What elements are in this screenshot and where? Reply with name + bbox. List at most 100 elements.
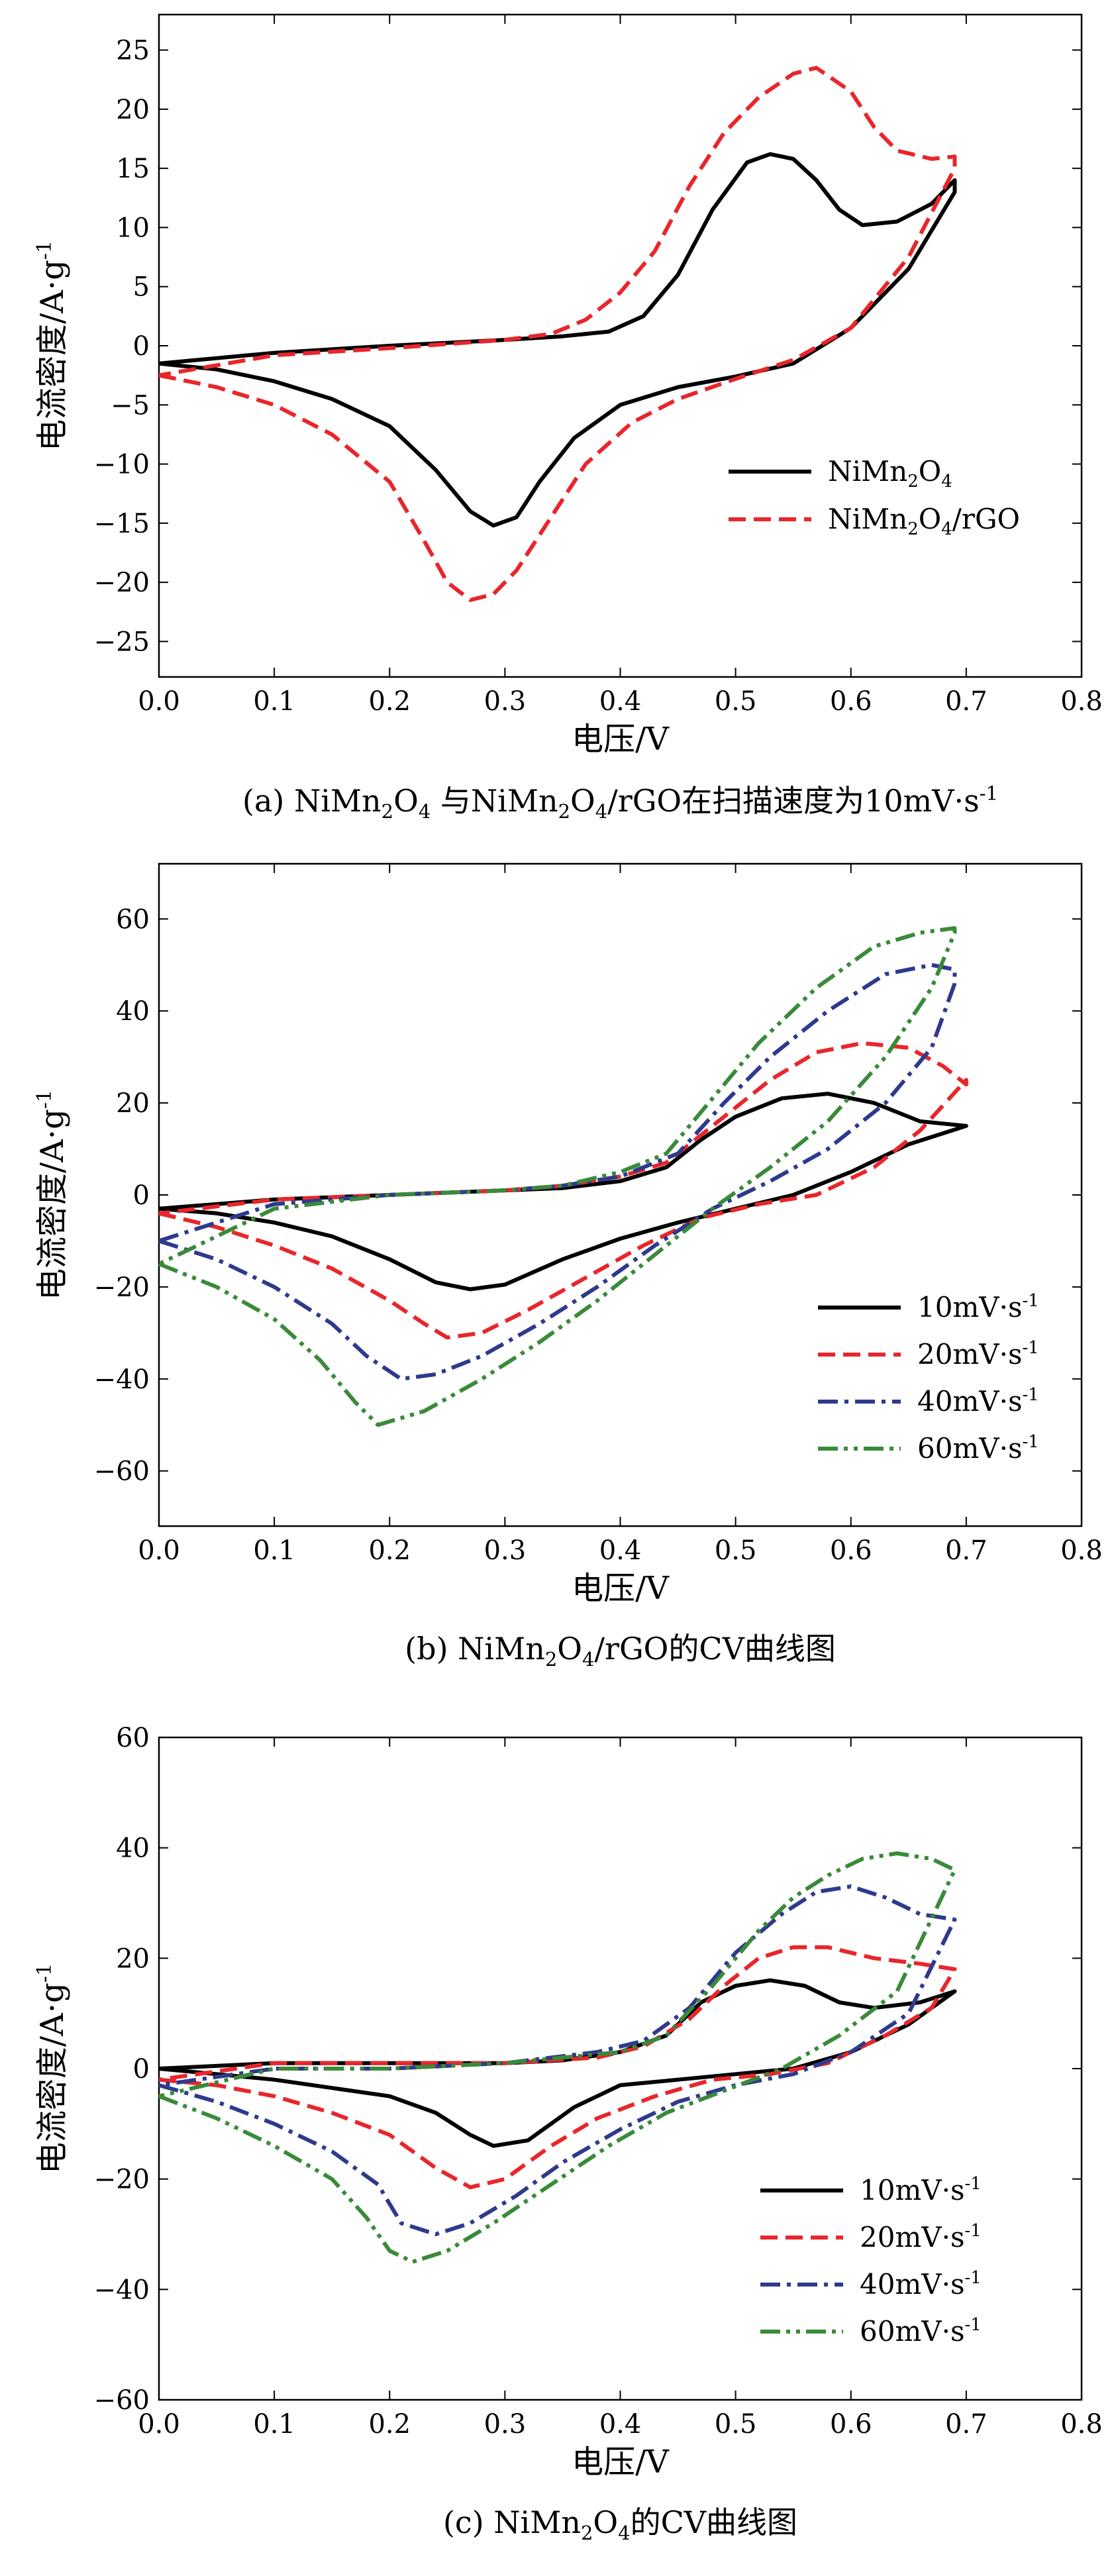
y-tick-label: −20	[94, 2165, 150, 2195]
legend-label-0-part: 10mV·s	[860, 2174, 965, 2206]
y-tick-label: −10	[94, 450, 150, 480]
y-tick-label: 40	[116, 996, 150, 1027]
panel-caption-part: 2	[545, 1648, 557, 1671]
y-tick-label: −20	[94, 1272, 150, 1303]
legend-label-1: 20mV·s-1	[917, 1338, 1039, 1370]
y-tick-label: 20	[116, 1943, 150, 1974]
y-tick-label: −25	[94, 627, 150, 657]
y-axis-label: 电流密度/A·g-1	[33, 240, 71, 451]
chart-panel-a: 0.0 0.1 0.2 0.3 0.4 0.5 0.6 0.7 0.8 −25 −20 −15 −10 −…	[33, 13, 1103, 823]
series-line-2	[158, 962, 957, 1381]
x-tick-label: 0.4	[599, 2409, 642, 2440]
y-tick-label: 5	[133, 272, 150, 303]
panel-caption-part: (b) NiMn	[405, 1631, 545, 1667]
x-tick-label: 0.5	[715, 1535, 757, 1566]
y-axis-label-text: 电流密度/A·g	[34, 260, 71, 451]
y-tick-label: 20	[116, 95, 150, 125]
legend-label-1: 20mV·s-1	[860, 2221, 982, 2253]
x-tick-label: 0.0	[138, 1535, 180, 1566]
legend-label-1-part: 4	[941, 519, 952, 539]
y-tick-label: −40	[94, 2275, 150, 2305]
y-tick-label: −60	[94, 1457, 150, 1487]
legend-label-1-part: 2	[907, 519, 919, 539]
legend-label-2-part: -1	[965, 2268, 982, 2288]
x-tick-label: 0.5	[715, 686, 757, 717]
panel-caption-part: 2	[581, 2522, 593, 2544]
legend-label-1-part: -1	[965, 2221, 982, 2241]
panel-caption-part: O	[570, 783, 595, 819]
legend-label-0: 10mV·s-1	[917, 1291, 1039, 1323]
legend-label-3-part: -1	[965, 2315, 982, 2335]
legend-label-1-part: /rGO	[952, 503, 1020, 535]
y-axis-label-sup: -1	[33, 1963, 56, 1983]
series-line-0	[158, 152, 957, 528]
panel-caption-part: (a) NiMn	[242, 783, 381, 819]
chart-panel-b: 0.0 0.1 0.2 0.3 0.4 0.5 0.6 0.7 0.8 −60 −40 −20 0 20 4…	[33, 862, 1103, 1671]
y-tick-label: 10	[116, 213, 150, 243]
y-axis-label-sup: -1	[33, 1090, 56, 1109]
x-tick-label: 0.6	[830, 686, 872, 717]
plot-frame	[158, 13, 1083, 678]
y-tick-label: 40	[116, 1833, 150, 1864]
y-axis-label-text: 电流密度/A·g	[34, 1109, 71, 1300]
y-tick-label: 20	[116, 1088, 150, 1119]
series-line-1	[158, 1041, 968, 1340]
x-tick-label: 0.7	[945, 1535, 988, 1566]
x-axis-label: 电压/V	[572, 721, 670, 758]
panel-caption-part: 与NiMn	[431, 783, 558, 819]
x-tick-label: 0.1	[253, 2409, 295, 2440]
series-line-2	[158, 1884, 957, 2236]
legend-label-1-part: -1	[1023, 1338, 1039, 1358]
legend-label-0-part: 2	[907, 472, 919, 491]
legend-label-0-part: 4	[941, 472, 952, 491]
legend-label-0-part: -1	[965, 2174, 982, 2194]
legend: NiMn2O4 NiMn2O4/rGO	[729, 455, 1020, 539]
x-tick-label: 0.7	[945, 686, 988, 717]
series-line-0	[158, 1978, 957, 2148]
legend-label-3: 60mV·s-1	[917, 1432, 1039, 1465]
panel-caption-part: /rGO在扫描速度为10mV·s	[607, 783, 980, 819]
legend-label-0-part: O	[919, 455, 941, 488]
x-axis-label: 电压/V	[572, 1570, 670, 1607]
x-tick-label: 0.3	[484, 1535, 527, 1566]
panel-caption-part: 4	[582, 1648, 594, 1671]
panel-caption: (b) NiMn2O4/rGO的CV曲线图	[405, 1631, 836, 1671]
legend-label-1-part: 20mV·s	[860, 2221, 965, 2253]
x-tick-label: 0.4	[599, 686, 642, 717]
y-axis-label: 电流密度/A·g-1	[33, 1963, 71, 2174]
series-line-3	[158, 1851, 957, 2264]
panel-caption-part: 2	[381, 800, 393, 823]
y-tick-label: 15	[116, 154, 150, 184]
panel-caption-part: /rGO的CV曲线图	[594, 1631, 835, 1667]
y-tick-label: 60	[116, 1723, 150, 1753]
x-tick-label: 0.8	[1060, 686, 1103, 717]
panel-caption-part: 2	[558, 800, 570, 823]
legend-label-3-part: 60mV·s	[917, 1432, 1023, 1465]
legend-label-0-part: 10mV·s	[917, 1291, 1023, 1323]
y-axis-label-sup: -1	[33, 240, 56, 260]
legend-label-1-part: O	[919, 503, 941, 535]
legend-label-1: NiMn2O4/rGO	[828, 503, 1020, 539]
legend-label-0: NiMn2O4	[828, 455, 952, 491]
y-axis-label: 电流密度/A·g-1	[33, 1090, 71, 1300]
chart-panel-c: 0.0 0.1 0.2 0.3 0.4 0.5 0.6 0.7 0.8 −60 −40 −20 0 20 4…	[33, 1723, 1103, 2544]
x-tick-label: 0.0	[138, 2409, 180, 2440]
y-axis-label-text: 电流密度/A·g	[34, 1983, 71, 2174]
legend-label-3-part: -1	[1023, 1432, 1039, 1452]
x-tick-label: 0.0	[138, 686, 180, 717]
legend-label-3: 60mV·s-1	[860, 2315, 982, 2347]
legend-label-2-part: 40mV·s	[860, 2268, 965, 2300]
x-tick-label: 0.8	[1060, 1535, 1103, 1566]
series-line-1	[158, 66, 957, 602]
series-line-3	[158, 926, 957, 1427]
x-tick-label: 0.6	[830, 1535, 872, 1566]
panel-caption-part: 的CV曲线图	[631, 2504, 797, 2540]
x-tick-label: 0.5	[715, 2409, 757, 2440]
y-tick-label: −60	[94, 2385, 150, 2416]
y-tick-label: −20	[94, 568, 150, 598]
y-tick-label: 0	[133, 1180, 150, 1211]
legend-label-3-part: 60mV·s	[860, 2315, 965, 2347]
y-tick-label: −40	[94, 1365, 150, 1395]
